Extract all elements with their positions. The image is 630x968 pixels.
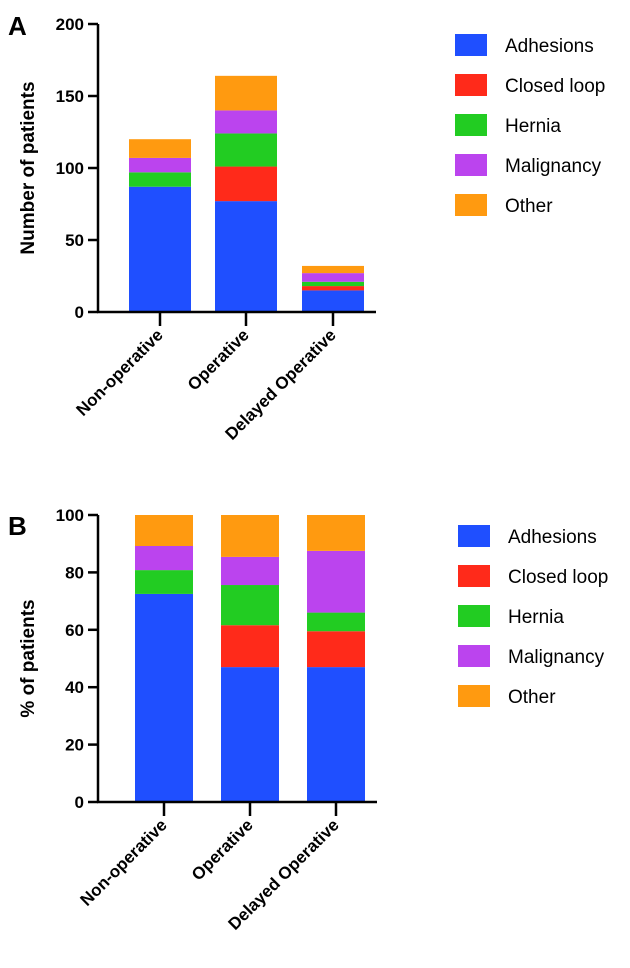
y-tick-label-40: 40 [65,678,84,697]
x-category-label-non-operative: Non-operative [77,815,171,909]
x-category-label-operative: Operative [188,815,257,884]
bar-non-operative-hernia [129,172,191,187]
bar-operative-closed-loop [221,625,279,668]
x-category-label-operative: Operative [184,325,253,394]
bar-operative-malignancy [215,110,277,134]
legend-label-closed-loop: Closed loop [508,567,608,588]
legend-swatch-adhesions [458,525,490,547]
bar-delayed-operative-closed-loop [307,631,365,668]
bar-operative-adhesions [215,201,277,312]
y-tick-label-150: 150 [56,87,84,106]
bar-non-operative-malignancy [135,545,193,571]
legend-label-hernia: Hernia [508,607,564,628]
y-tick-label-60: 60 [65,621,84,640]
bar-operative-closed-loop [215,166,277,202]
x-category-label-non-operative: Non-operative [73,325,167,419]
legend-label-malignancy: Malignancy [505,156,602,177]
legend-label-other: Other [508,687,556,708]
legend: Adhesions Closed loop Hernia Malignancy Othe… [455,34,605,217]
y-tick-label-50: 50 [65,231,84,250]
bar-delayed-operative-malignancy [307,550,365,613]
bar-delayed-operative-adhesions [302,290,364,312]
bar-delayed-operative-other [307,515,365,551]
legend-swatch-other [455,194,487,216]
legend-label-adhesions: Adhesions [508,527,597,548]
bar-operative-malignancy [221,556,279,586]
bar-operative-hernia [221,585,279,626]
bar-delayed-operative-other [302,265,364,274]
y-tick-label-80: 80 [65,563,84,582]
panel-b-letter: B [8,511,27,541]
legend-swatch-closed-loop [458,565,490,587]
legend-label-other: Other [505,196,553,217]
bar-non-operative-hernia [135,570,193,594]
legend-label-malignancy: Malignancy [508,647,605,668]
legend-label-adhesions: Adhesions [505,36,594,57]
legend-label-hernia: Hernia [505,116,561,137]
y-tick-label-100: 100 [56,159,84,178]
bar-delayed-operative-hernia [302,281,364,287]
bar-operative-hernia [215,133,277,167]
bar-non-operative-adhesions [129,186,191,312]
bar-operative-adhesions [221,667,279,802]
y-tick-label-0: 0 [75,303,84,322]
y-axis-title: % of patients [18,599,39,717]
y-tick-label-0: 0 [75,793,84,812]
bar-delayed-operative-malignancy [302,273,364,282]
bar-operative-other [221,515,279,557]
panel-a-letter: A [8,11,27,41]
legend-swatch-malignancy [458,645,490,667]
legend-swatch-hernia [458,605,490,627]
y-tick-label-200: 200 [56,15,84,34]
legend-swatch-malignancy [455,154,487,176]
bar-delayed-operative-adhesions [307,667,365,802]
legend-swatch-hernia [455,114,487,136]
y-axis-title: Number of patients [18,81,39,254]
bar-non-operative-malignancy [129,157,191,173]
legend: Adhesions Closed loop Hernia Malignancy Othe… [458,525,608,708]
bar-delayed-operative-closed-loop [302,286,364,291]
bar-delayed-operative-hernia [307,612,365,632]
bar-non-operative-other [129,139,191,158]
y-tick-label-100: 100 [56,506,84,525]
bar-non-operative-other [135,515,193,546]
bar-non-operative-adhesions [135,593,193,802]
legend-swatch-closed-loop [455,74,487,96]
bar-operative-other [215,75,277,111]
legend-label-closed-loop: Closed loop [505,76,605,97]
legend-swatch-other [458,685,490,707]
y-tick-label-20: 20 [65,736,84,755]
legend-swatch-adhesions [455,34,487,56]
